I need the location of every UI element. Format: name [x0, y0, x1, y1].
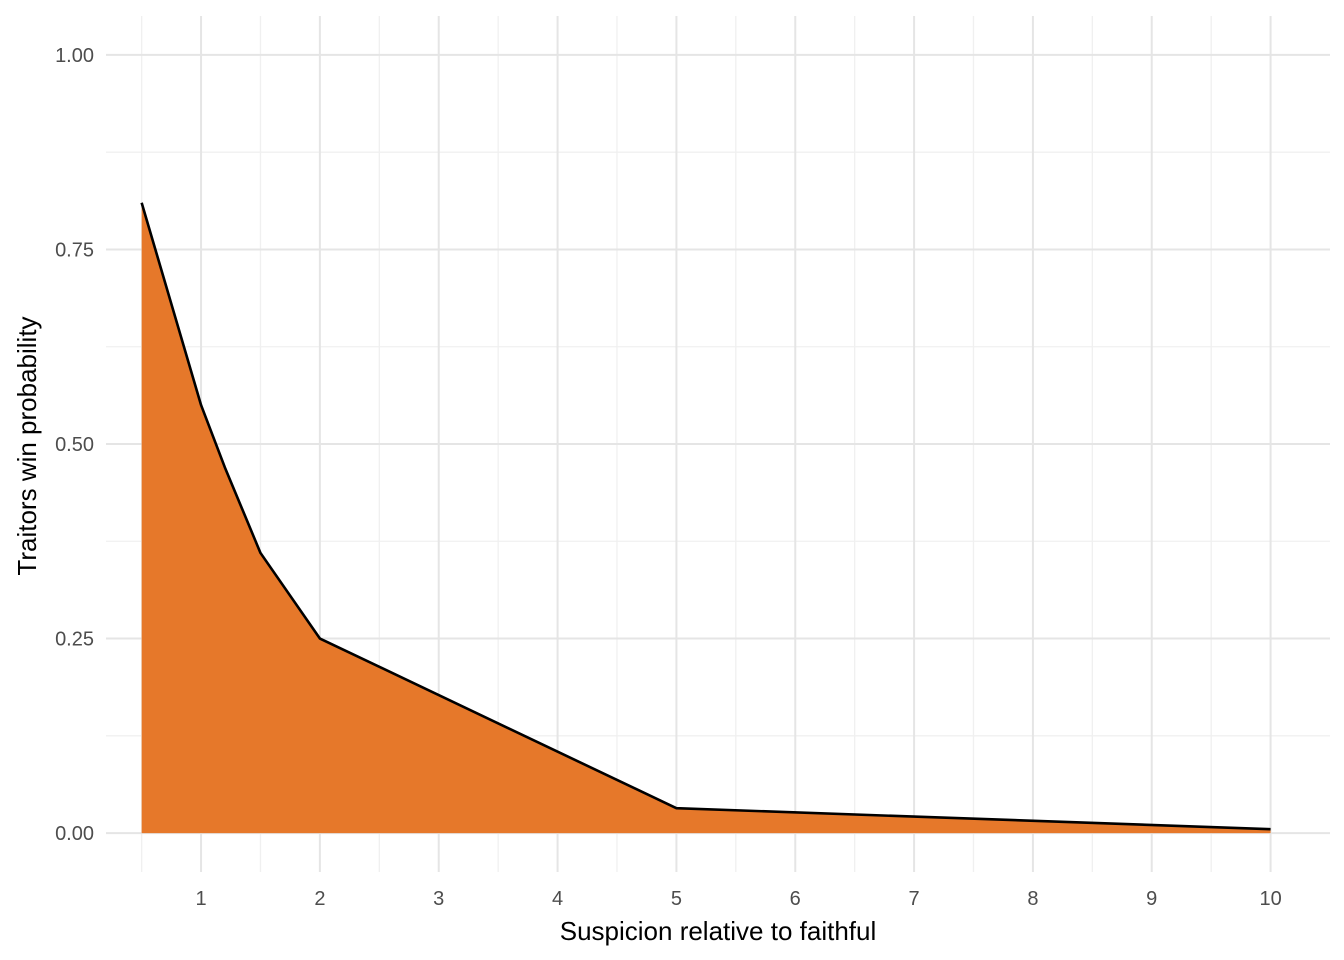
- x-tick-label: 1: [196, 888, 207, 910]
- y-tick-label: 0.00: [55, 823, 94, 845]
- y-tick-label: 0.50: [55, 434, 94, 456]
- y-axis-title: Traitors win probability: [12, 316, 42, 575]
- x-axis-ticks: 1 2 3 4 5 6 7 8 9 10: [196, 888, 1282, 910]
- x-tick-label: 9: [1146, 888, 1157, 910]
- x-axis-title: Suspicion relative to faithful: [560, 916, 877, 946]
- x-tick-label: 8: [1027, 888, 1038, 910]
- area-fill: [141, 202, 1271, 834]
- plot-area: [140, 202, 1271, 834]
- y-tick-label: 1.00: [55, 45, 94, 67]
- grid: [106, 16, 1330, 872]
- x-tick-label: 4: [552, 888, 563, 910]
- x-tick-label: 5: [671, 888, 682, 910]
- x-tick-label: 3: [433, 888, 444, 910]
- series-line: [140, 202, 1271, 831]
- x-tick-label: 7: [909, 888, 920, 910]
- x-tick-label: 10: [1259, 888, 1281, 910]
- x-tick-label: 6: [790, 888, 801, 910]
- x-tick-label: 2: [314, 888, 325, 910]
- y-tick-label: 0.75: [55, 239, 94, 261]
- y-axis-ticks: 0.00 0.25 0.50 0.75 1.00: [55, 45, 94, 845]
- y-tick-label: 0.25: [55, 629, 94, 651]
